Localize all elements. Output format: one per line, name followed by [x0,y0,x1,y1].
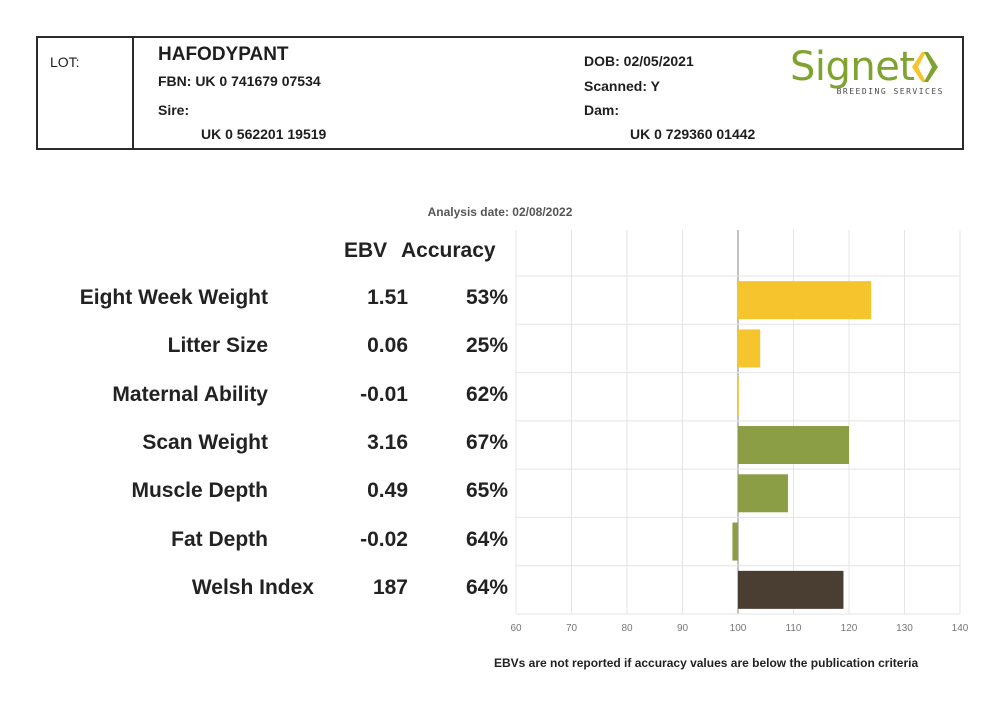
ebv-value: -0.01 [360,382,408,406]
animal-name: HAFODYPANT [158,44,289,65]
footnote: EBVs are not reported if accuracy values… [494,656,919,670]
accuracy-value: 64% [465,527,508,551]
animal-header: LOT: HAFODYPANT FBN: UK 0 741679 07534 S… [36,36,964,150]
x-tick-label: 80 [621,623,633,634]
sire-id: UK 0 562201 19519 [201,126,327,142]
x-tick-label: 90 [677,623,689,634]
accuracy-value: 65% [465,479,508,503]
ebv-bar-chart: 60 70 80 90 100 110 120 130 140 [510,230,969,634]
dam-id: UK 0 729360 01442 [630,126,756,142]
ebv-value: 3.16 [367,430,408,454]
accuracy-column-header: Accuracy [401,239,496,262]
trait-label: Scan Weight [142,430,268,454]
ebv-value: 187 [372,575,408,599]
ebv-column-header: EBV [344,239,388,262]
x-tick-label: 130 [896,623,913,634]
x-tick-label: 120 [841,623,858,634]
bar-eight-week-weight [738,281,872,320]
lot-label: LOT: [50,54,80,70]
bar-scan-weight [738,426,849,464]
fbn: FBN: UK 0 741679 07534 [158,73,321,89]
bar-litter-size [738,329,761,368]
logo-word: Signet [790,44,915,90]
ebv-value: 0.49 [367,479,408,503]
ebv-value: -0.02 [360,527,408,551]
x-tick-label: 100 [730,623,747,634]
logo-chevrons-icon [912,52,938,82]
accuracy-value: 25% [465,334,508,358]
accuracy-value: 67% [465,430,508,454]
bar-fat-depth [732,522,738,561]
dam-label: Dam: [584,102,620,118]
signet-logo: Signet BREEDING SERVICES [790,44,950,102]
trait-label: Welsh Index [191,575,314,599]
x-tick-label: 70 [566,623,578,634]
x-tick-label: 140 [952,623,969,634]
accuracy-value: 64% [465,575,508,599]
ebv-value: 0.06 [367,334,408,358]
bar-maternal-ability [738,377,739,416]
trait-label: Fat Depth [171,527,268,551]
accuracy-value: 62% [465,382,508,406]
logo-subtitle: BREEDING SERVICES [836,87,944,96]
trait-label: Litter Size [167,334,268,358]
analysis-date: Analysis date: 02/08/2022 [427,205,573,219]
bar-welsh-index [738,570,844,609]
accuracy-value: 53% [465,286,508,309]
trait-label: Maternal Ability [112,382,268,406]
ebv-value: 1.51 [367,286,408,309]
trait-label: Muscle Depth [131,479,268,503]
x-tick-label: 110 [786,623,802,634]
bar-muscle-depth [738,474,788,513]
trait-label: Eight Week Weight [79,286,268,309]
scanned: Scanned: Y [584,78,660,94]
dob: DOB: 02/05/2021 [584,53,694,69]
x-tick-label: 60 [510,623,522,634]
lot-divider [132,38,134,148]
sire-label: Sire: [158,102,190,118]
